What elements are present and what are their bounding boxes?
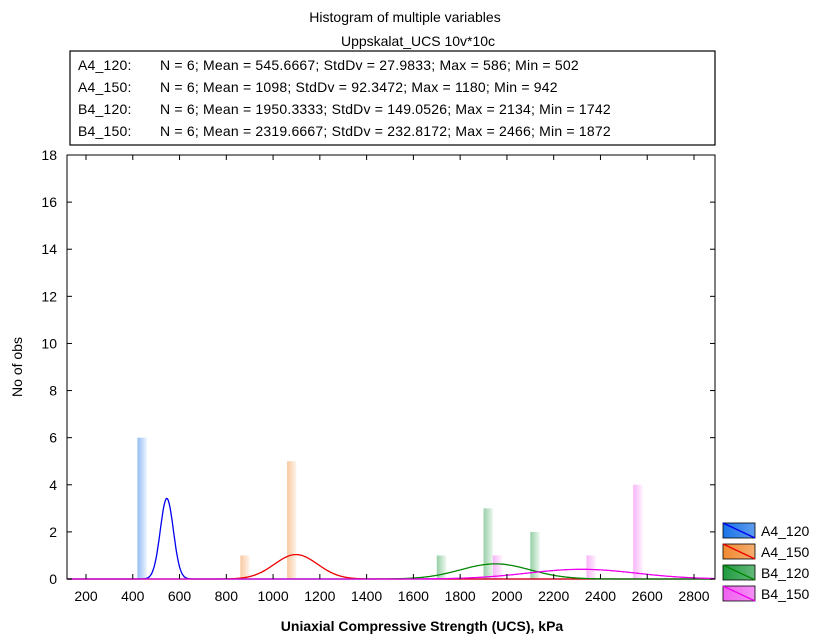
legend-label: B4_120: [761, 565, 809, 581]
x-tick-label: 400: [121, 588, 145, 604]
bar-a4-120: [137, 437, 147, 579]
x-tick-label: 200: [74, 588, 98, 604]
y-tick-label: 6: [49, 430, 57, 446]
y-tick-label: 14: [41, 241, 57, 257]
bar-b4-120: [530, 531, 540, 579]
x-tick-label: 1200: [304, 588, 335, 604]
stats-label: A4_150:: [78, 79, 132, 95]
y-tick-label: 0: [49, 571, 57, 587]
x-tick-label: 2600: [632, 588, 663, 604]
legend-label: A4_120: [761, 523, 809, 539]
x-tick-label: 2400: [585, 588, 616, 604]
stats-label: A4_120:: [78, 57, 132, 73]
fit-curve-a4-150: [67, 553, 715, 580]
y-tick-label: 4: [49, 477, 57, 493]
stats-line: N = 6; Mean = 545.6667; StdDv = 27.9833;…: [160, 57, 579, 73]
legend-line: [722, 585, 756, 602]
x-axis: 200 400 600 800 1000 1200 1400 1600 1800 2000 2200…: [74, 155, 710, 604]
stats-label: B4_150:: [78, 123, 132, 139]
y-tick-label: 18: [41, 147, 57, 163]
stats-line: N = 6; Mean = 2319.6667; StdDv = 232.817…: [160, 123, 611, 139]
legend: A4_120 A4_150 B4_120 B4_150: [722, 522, 809, 602]
x-axis-label: Uniaxial Compressive Strength (UCS), kPa: [281, 618, 564, 634]
legend-line: [722, 522, 756, 539]
x-tick-label: 2200: [538, 588, 569, 604]
fit-curve-a4-120: [67, 497, 715, 580]
x-tick-label: 1600: [398, 588, 429, 604]
x-tick-label: 2000: [491, 588, 522, 604]
legend-line: [722, 564, 756, 581]
chart-title: Histogram of multiple variables: [309, 9, 500, 25]
stats-lines: A4_120: N = 6; Mean = 545.6667; StdDv = 2…: [78, 57, 611, 139]
bar-b4-150: [586, 555, 596, 579]
x-tick-label: 1400: [351, 588, 382, 604]
legend-label: A4_150: [761, 544, 809, 560]
bar-b4-150: [492, 555, 503, 579]
stats-box: [69, 50, 716, 146]
stats-label: B4_120:: [78, 101, 132, 117]
x-tick-label: 600: [168, 588, 192, 604]
bar-b4-120: [436, 555, 447, 579]
histogram-bars: [137, 437, 643, 579]
chart-subtitle: Uppskalat_UCS 10v*10c: [341, 33, 495, 49]
normal-fit-curves: [67, 497, 715, 580]
stats-line: N = 6; Mean = 1950.3333; StdDv = 149.052…: [160, 101, 611, 117]
legend-line: [722, 543, 756, 560]
bar-a4-150: [240, 555, 250, 579]
y-tick-label: 16: [41, 194, 57, 210]
x-tick-label: 800: [215, 588, 239, 604]
y-axis: 0 2 4 6 8 10 12 14 16 18: [41, 147, 715, 587]
y-tick-label: 12: [41, 288, 57, 304]
y-tick-label: 2: [49, 524, 57, 540]
x-tick-label: 1000: [257, 588, 288, 604]
plot-frame: [66, 154, 716, 580]
y-tick-label: 8: [49, 383, 57, 399]
fit-curve-b4-150: [67, 568, 715, 580]
bar-b4-150: [633, 484, 643, 579]
stats-line: N = 6; Mean = 1098; StdDv = 92.3472; Max…: [160, 79, 558, 95]
bar-b4-120: [483, 508, 493, 579]
legend-label: B4_150: [761, 586, 809, 602]
bar-a4-150: [287, 461, 297, 579]
x-tick-label: 1800: [445, 588, 476, 604]
x-tick-label: 2800: [678, 588, 709, 604]
y-axis-label: No of obs: [9, 337, 25, 397]
y-tick-label: 10: [41, 335, 57, 351]
